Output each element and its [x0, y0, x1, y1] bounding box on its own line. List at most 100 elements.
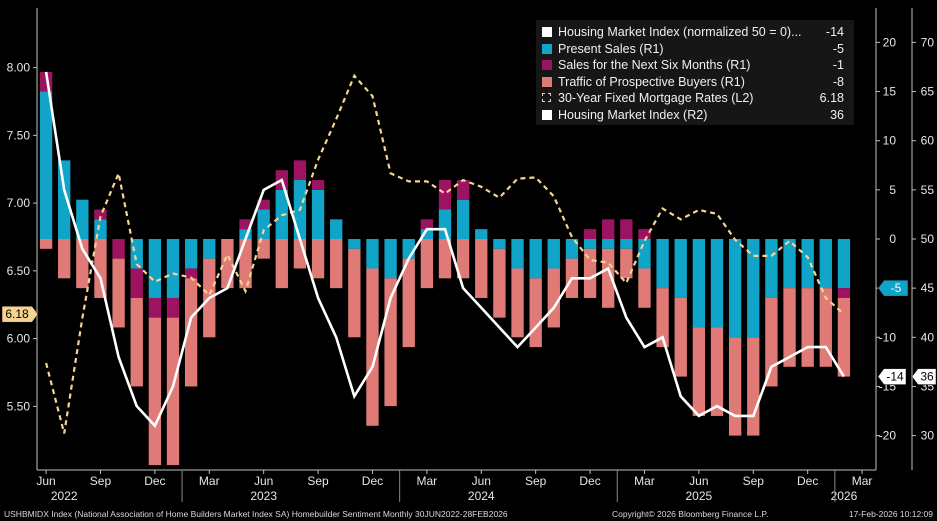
bar-segment	[620, 239, 633, 249]
legend-label: Housing Market Index (normalized 50 = 0)…	[558, 25, 802, 39]
x-year-label: 2022	[51, 489, 78, 503]
bar-segment	[58, 239, 71, 279]
bar-segment	[529, 239, 542, 279]
r1-tick-label: 5	[889, 183, 896, 197]
legend-value: 36	[830, 107, 844, 122]
r2-tick-label: 65	[921, 85, 935, 99]
bar-segment	[583, 239, 597, 249]
x-tick-label: Mar	[852, 474, 873, 488]
bar-segment	[311, 189, 325, 239]
bar-segment	[239, 229, 252, 239]
r2-tick-label: 60	[921, 134, 935, 148]
legend-swatch	[542, 60, 552, 70]
bar-segment	[348, 248, 361, 338]
bar-segment	[420, 229, 434, 239]
r2-tick-label: 40	[921, 330, 935, 344]
x-tick-label: Jun	[36, 474, 55, 488]
bar-segment	[112, 239, 125, 259]
legend-label: Sales for the Next Six Months (R1)	[558, 58, 751, 72]
hmi-normalized-tag-text: -14	[886, 370, 904, 384]
bar-segment	[438, 209, 452, 239]
bar-segment	[366, 268, 379, 426]
x-year-label: 2023	[250, 489, 277, 503]
bar-segment	[239, 219, 252, 230]
bar-segment	[837, 288, 851, 298]
bar-segment	[493, 239, 506, 249]
legend: Housing Market Index (normalized 50 = 0)…	[536, 20, 854, 125]
bar-segment	[39, 239, 53, 249]
bar-segment	[801, 288, 814, 367]
legend-label: 30-Year Fixed Mortgage Rates (L2)	[558, 91, 754, 105]
mortgage-rate-line	[45, 73, 845, 434]
bar-segment	[257, 239, 270, 259]
x-tick-label: Jun	[472, 474, 491, 488]
bar-segment	[257, 199, 270, 210]
bar-segment	[58, 160, 71, 239]
bar-segment	[837, 239, 851, 289]
bar-segment	[674, 297, 687, 377]
bar-segment	[438, 180, 452, 210]
bar-segment	[765, 297, 778, 387]
x-axis-ticks: Jun Sep Dec Mar Jun Sep Dec Mar Jun Sep Dec Mar Jun S…	[36, 470, 872, 503]
present-sales-tag: -5	[877, 279, 909, 297]
bar-segment	[547, 239, 560, 269]
r1-tick-label: -10	[879, 330, 897, 344]
bar-segment	[783, 239, 796, 289]
bar-segment	[620, 219, 633, 239]
x-tick-label: Mar	[417, 474, 438, 488]
bar-segment	[366, 239, 379, 269]
rate-tag: 6.18	[1, 305, 39, 323]
left-tick-label: 8.00	[7, 61, 31, 75]
bar-segment	[602, 248, 615, 308]
bar-segment	[456, 239, 470, 279]
left-tick-label: 7.00	[7, 196, 31, 210]
r2-tick-label: 70	[921, 35, 935, 49]
rate-tag-box	[1, 305, 39, 323]
bar-segment	[837, 297, 851, 377]
legend-value: -1	[832, 58, 844, 72]
bar-segment	[638, 229, 651, 239]
x-tick-label: Mar	[199, 474, 220, 488]
bar-segment	[293, 160, 307, 181]
r1-tick-label: 10	[883, 134, 897, 148]
x-tick-label: Jun	[689, 474, 708, 488]
hmi-tag: 36	[911, 368, 937, 385]
r2-tick-label: 30	[921, 429, 935, 443]
bar-segment	[348, 239, 361, 249]
present-sales-tag-text: -5	[891, 281, 902, 295]
legend-value: 6.18	[819, 91, 844, 105]
x-tick-label: Dec	[144, 474, 165, 488]
bar-segment	[493, 248, 506, 318]
r1-tick-label: 0	[889, 232, 896, 246]
bar-segment	[184, 268, 198, 279]
legend-item: Present Sales (R1) -5	[542, 41, 848, 57]
legend-value: -8	[832, 74, 844, 89]
legend-value: -14	[825, 25, 844, 39]
x-tick-label: Jun	[254, 474, 273, 488]
bar-segment	[402, 258, 415, 348]
bar-segment	[275, 239, 288, 289]
footer-timestamp: 17-Feb-2026 10:12:09	[848, 509, 933, 519]
left-tick-label: 6.00	[7, 332, 31, 346]
legend-swatch	[542, 76, 552, 87]
bar-segment	[565, 239, 579, 259]
housing-market-index-line	[44, 71, 846, 429]
bar-segment	[529, 278, 542, 348]
legend-item: 30-Year Fixed Mortgage Rates (L2) 6.18	[542, 90, 848, 106]
bar-segment	[475, 229, 488, 239]
r1-tick-label: 20	[883, 35, 897, 49]
bar-segment	[311, 180, 325, 190]
bar-segment	[674, 239, 687, 298]
bar-segment	[76, 239, 89, 289]
bar-segment	[547, 268, 560, 328]
r2-tick-label: 55	[921, 183, 935, 197]
legend-label: Traffic of Prospective Buyers (R1)	[558, 74, 745, 89]
legend-swatch	[542, 109, 552, 120]
x-year-label: 2024	[468, 489, 495, 503]
bar-segment	[330, 219, 343, 239]
bar-segment	[583, 229, 597, 239]
bar-segment	[221, 239, 234, 289]
r1-tick-label: -20	[879, 429, 897, 443]
bar-segment	[112, 258, 125, 328]
footer-copyright: Copyright© 2026 Bloomberg Finance L.P.	[612, 509, 769, 519]
